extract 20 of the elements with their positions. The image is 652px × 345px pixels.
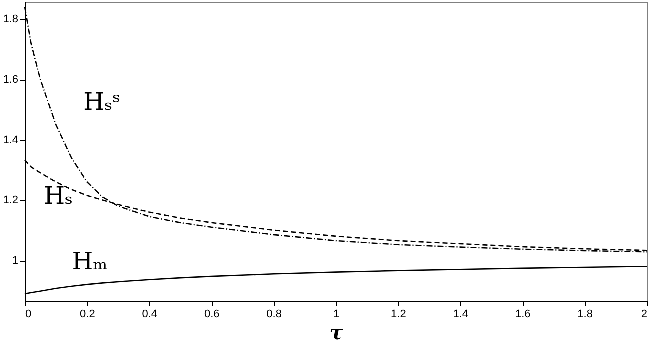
x-tick-label: 0.2 [80,308,96,320]
y-tick-label: 1 [12,255,18,268]
y-tick-label: 1.4 [3,134,18,146]
x-tick-label: 0.8 [266,308,282,320]
x-tick-label: 1.4 [453,308,469,320]
y-tick-label: 1.8 [3,14,18,26]
x-tick-label: 0.6 [204,308,220,320]
series-label: Hₛˢ [84,88,121,116]
x-tick-label: 1.6 [515,308,531,320]
y-tick-label: 1.6 [3,74,18,86]
series-label: Hₘ [72,248,108,276]
x-tick-label: 1 [333,308,340,320]
y-tick-label: 1.2 [3,194,18,207]
x-tick-label: 2 [641,308,648,320]
x-tick-label: 1.2 [391,308,406,320]
x-tick-label: 0.4 [142,308,158,320]
x-axis-title: τ [330,320,344,344]
x-tick-label: 0 [26,308,32,320]
series-label: Hₛ [44,182,74,210]
x-tick-label: 1.8 [578,308,593,320]
